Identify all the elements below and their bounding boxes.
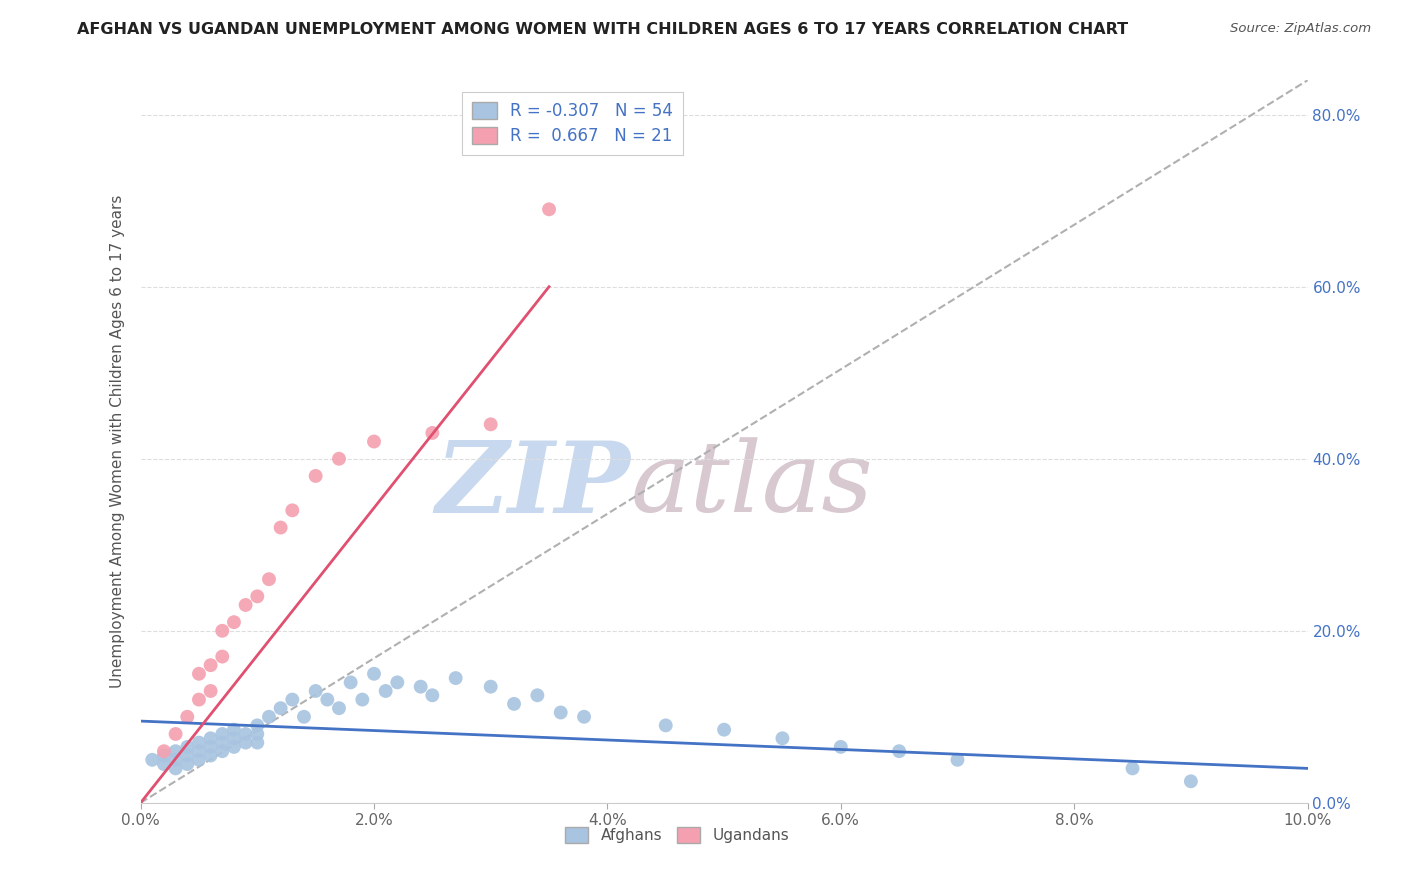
Point: [257, 710, 280, 724]
Point: [211, 649, 233, 664]
Point: [316, 692, 339, 706]
Point: [526, 688, 548, 702]
Point: [235, 727, 257, 741]
Point: [1122, 761, 1144, 775]
Point: [246, 727, 269, 741]
Point: [222, 723, 245, 737]
Point: [211, 744, 233, 758]
Point: [188, 753, 211, 767]
Point: [328, 451, 350, 466]
Legend: Afghans, Ugandans: Afghans, Ugandans: [560, 822, 796, 849]
Y-axis label: Unemployment Among Women with Children Ages 6 to 17 years: Unemployment Among Women with Children A…: [110, 194, 125, 689]
Point: [222, 615, 245, 630]
Point: [176, 710, 198, 724]
Text: atlas: atlas: [631, 437, 873, 533]
Point: [211, 727, 233, 741]
Text: ZIP: ZIP: [436, 437, 631, 533]
Point: [153, 744, 176, 758]
Point: [713, 723, 735, 737]
Point: [479, 417, 502, 432]
Point: [211, 624, 233, 638]
Point: [830, 739, 852, 754]
Point: [246, 590, 269, 604]
Point: [222, 739, 245, 754]
Point: [165, 753, 187, 767]
Point: [200, 658, 222, 673]
Point: [889, 744, 911, 758]
Text: Source: ZipAtlas.com: Source: ZipAtlas.com: [1230, 22, 1371, 36]
Point: [538, 202, 561, 217]
Text: AFGHAN VS UGANDAN UNEMPLOYMENT AMONG WOMEN WITH CHILDREN AGES 6 TO 17 YEARS CORR: AFGHAN VS UGANDAN UNEMPLOYMENT AMONG WOM…: [77, 22, 1129, 37]
Point: [165, 727, 187, 741]
Point: [153, 757, 176, 772]
Point: [246, 718, 269, 732]
Point: [188, 692, 211, 706]
Point: [188, 735, 211, 749]
Point: [387, 675, 409, 690]
Point: [222, 731, 245, 746]
Point: [305, 469, 328, 483]
Point: [141, 753, 163, 767]
Point: [211, 735, 233, 749]
Point: [200, 731, 222, 746]
Point: [374, 684, 396, 698]
Point: [246, 735, 269, 749]
Point: [165, 761, 187, 775]
Point: [176, 757, 198, 772]
Point: [409, 680, 432, 694]
Point: [422, 688, 444, 702]
Point: [153, 748, 176, 763]
Point: [270, 520, 292, 534]
Point: [503, 697, 526, 711]
Point: [176, 748, 198, 763]
Point: [655, 718, 678, 732]
Point: [235, 735, 257, 749]
Point: [200, 748, 222, 763]
Point: [235, 598, 257, 612]
Point: [1180, 774, 1202, 789]
Point: [339, 675, 361, 690]
Point: [479, 680, 502, 694]
Point: [422, 425, 444, 440]
Point: [550, 706, 572, 720]
Point: [363, 434, 385, 449]
Point: [200, 684, 222, 698]
Point: [772, 731, 794, 746]
Point: [363, 666, 385, 681]
Point: [188, 666, 211, 681]
Point: [328, 701, 350, 715]
Point: [305, 684, 328, 698]
Point: [165, 744, 187, 758]
Point: [188, 744, 211, 758]
Point: [444, 671, 467, 685]
Point: [176, 739, 198, 754]
Point: [200, 739, 222, 754]
Point: [257, 572, 280, 586]
Point: [292, 710, 315, 724]
Point: [572, 710, 595, 724]
Point: [281, 503, 304, 517]
Point: [352, 692, 374, 706]
Point: [281, 692, 304, 706]
Point: [946, 753, 969, 767]
Point: [270, 701, 292, 715]
